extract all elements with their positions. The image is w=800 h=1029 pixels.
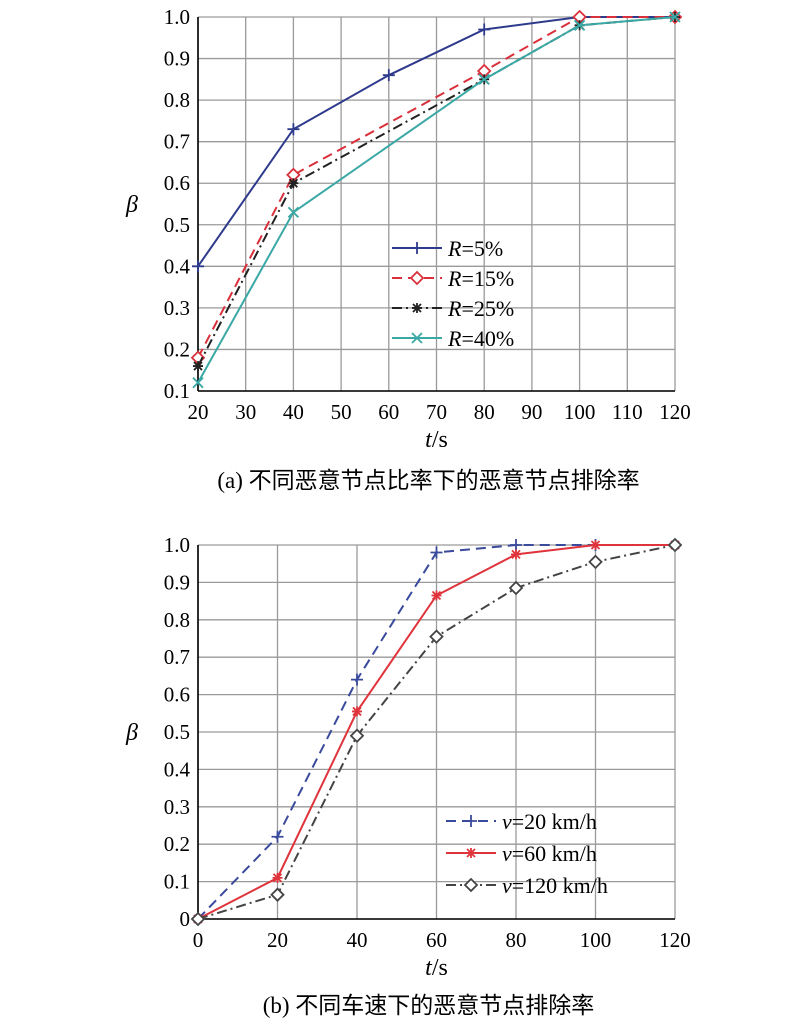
chart-b-data-point: [667, 537, 683, 553]
chart-a-y-tick-label: 0.2: [164, 337, 190, 361]
chart-a-x-tick-label: 70: [426, 400, 447, 424]
chart-a-y-tick-label: 0.4: [164, 254, 191, 278]
chart-a-y-tick-label: 0.8: [164, 88, 190, 112]
chart-b-caption: (b) 不同车速下的恶意节点排除率: [263, 993, 595, 1018]
chart-a-y-tick-label: 0.3: [164, 296, 190, 320]
chart-b-x-tick-label: 40: [347, 928, 368, 952]
chart-b-data-point: [190, 911, 206, 927]
chart-b-y-tick-label: 0.9: [164, 570, 190, 594]
chart-a-data-point: [573, 19, 586, 31]
chart-a-legend-entry: R=40%: [447, 326, 514, 351]
chart-b-data-point: [431, 590, 442, 601]
chart-b-data-point: [508, 580, 524, 596]
chart-b-data-point: [272, 872, 283, 883]
chart-a-legend-entry: R=5%: [447, 236, 503, 261]
chart-a-legend-entry: R=15%: [447, 266, 514, 291]
chart-b-y-tick-label: 0.6: [164, 683, 190, 707]
chart-b-y-tick-label: 0.8: [164, 608, 190, 632]
chart-a-y-tick-label: 0.6: [164, 171, 190, 195]
chart-a-data-point: [287, 123, 300, 136]
chart-a-y-tick-label: 0.7: [164, 130, 190, 154]
chart-b: 0 20 40 60 80 100 120 0 0.1 0.2 0.3 0.4 0.5 0.6 0.7 0.8…: [125, 533, 691, 1018]
chart-b-x-axis-label: t/s: [425, 955, 448, 981]
chart-b-y-tick-label: 1.0: [164, 533, 190, 557]
chart-a-y-tick-label: 0.5: [164, 213, 190, 237]
chart-a-data-point: [669, 11, 681, 23]
chart-b-legend-entry: v=60 km/h: [502, 841, 597, 866]
chart-a-x-tick-label: 110: [612, 400, 643, 424]
chart-a-legend-marker: [409, 270, 425, 286]
chart-a-x-axis-label: t/s: [425, 427, 448, 453]
chart-b-data-point: [590, 540, 601, 550]
chart-b-gridlines: [197, 544, 676, 920]
chart-a-data-point: [193, 361, 203, 372]
chart-b-x-tick-label: 100: [580, 928, 612, 952]
chart-a-y-axis-label: β: [125, 192, 138, 218]
chart-a-x-tick-label: 80: [474, 400, 495, 424]
chart-a-x-tick-label: 20: [188, 400, 209, 424]
chart-b-y-tick-label: 0.4: [164, 757, 191, 781]
chart-a-gridlines: [197, 16, 676, 392]
chart-b-data-point: [270, 887, 285, 902]
chart-b-data-point: [510, 539, 522, 551]
chart-a-data-point: [382, 69, 395, 82]
chart-a-caption: (a) 不同恶意节点比率下的恶意节点排除率: [217, 468, 639, 493]
chart-b-series-3: [190, 537, 683, 927]
chart-b-legend-marker: [465, 815, 477, 827]
chart-b-data-point: [271, 830, 284, 843]
chart-a-legend-marker: [412, 303, 422, 313]
chart-a-legend: R=5% R=15% R=25% R=40%: [392, 236, 514, 351]
chart-b-y-tick-label: 0.2: [164, 832, 190, 856]
chart-b-y-tick-label: 0.7: [164, 645, 190, 669]
chart-b-data-point: [349, 728, 365, 744]
chart-b-data-point: [351, 673, 363, 686]
chart-a-data-point: [478, 23, 491, 36]
chart-a-legend-marker: [411, 242, 423, 254]
chart-a-y-tick-label: 1.0: [164, 5, 190, 29]
chart-a-legend-marker: [411, 332, 423, 344]
chart-b-legend-marker: [466, 848, 476, 858]
chart-a-x-tick-label: 120: [659, 400, 691, 424]
chart-a-data-point: [192, 260, 204, 273]
chart-b-legend: v=20 km/h v=60 km/h v=120 km/h: [446, 809, 608, 898]
chart-a-data-point: [288, 178, 299, 189]
chart-a-x-tick-label: 60: [378, 400, 399, 424]
chart-a: 20 30 40 50 60 70 80 90 100 110 120 0.1 0.2 0.3 0.4 0.5…: [125, 5, 691, 493]
chart-b-data-point: [588, 554, 603, 570]
chart-b-legend-entry: v=20 km/h: [502, 809, 597, 834]
chart-b-data-point: [430, 546, 443, 559]
chart-b-legend-entry: v=120 km/h: [502, 873, 608, 898]
chart-a-y-tick-label: 0.9: [164, 47, 190, 71]
chart-a-x-tick-label: 90: [521, 400, 542, 424]
chart-b-x-tick-label: 60: [426, 928, 447, 952]
chart-b-legend-marker: [463, 877, 479, 893]
chart-b-y-tick-label: 0.1: [164, 870, 190, 894]
chart-b-x-tick-label: 20: [267, 928, 288, 952]
chart-a-y-tick-label: 0.1: [164, 379, 190, 403]
chart-a-data-point: [287, 206, 300, 218]
chart-a-series-4: [192, 11, 681, 389]
chart-b-data-point: [429, 629, 444, 644]
chart-a-x-tick-label: 50: [331, 400, 352, 424]
chart-b-y-tick-label: 0.3: [164, 795, 190, 819]
chart-b-x-tick-label: 0: [193, 928, 204, 952]
chart-a-data-point: [478, 73, 490, 85]
chart-a-x-tick-label: 30: [235, 400, 256, 424]
chart-b-x-tick-label: 120: [659, 928, 691, 952]
chart-a-x-tick-label: 40: [283, 400, 304, 424]
chart-b-data-point: [511, 549, 521, 560]
chart-a-legend-entry: R=25%: [447, 296, 514, 321]
chart-b-y-tick-label: 0: [180, 907, 191, 931]
chart-b-y-axis-label: β: [125, 720, 138, 746]
chart-b-x-tick-label: 80: [506, 928, 527, 952]
chart-a-x-tick-label: 100: [564, 400, 596, 424]
chart-b-data-point: [352, 706, 362, 717]
chart-b-y-tick-label: 0.5: [164, 720, 190, 744]
chart-a-data-point: [192, 377, 204, 389]
